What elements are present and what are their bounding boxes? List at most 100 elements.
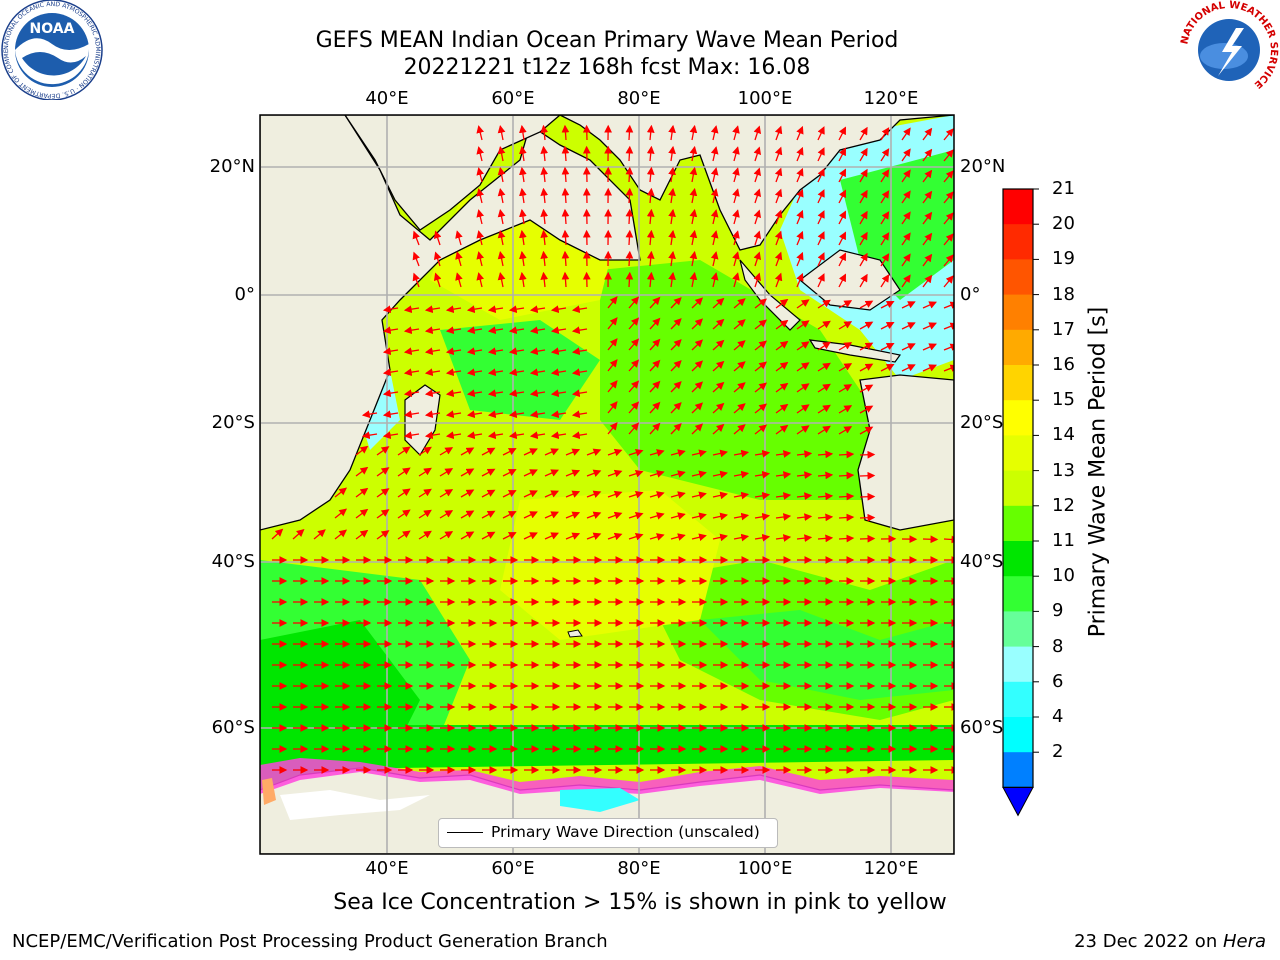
wave-direction-arrow [607, 317, 618, 330]
wave-direction-arrow [817, 299, 831, 309]
wave-direction-arrow [859, 384, 874, 393]
wave-direction-arrow [445, 347, 462, 356]
map-legend: Primary Wave Direction (unscaled) [438, 818, 778, 848]
colorbar-swatch [1003, 329, 1033, 366]
wave-direction-arrow [502, 511, 517, 519]
colorbar-tick-label: 10 [1052, 565, 1075, 587]
wave-direction-arrow [439, 447, 454, 456]
wave-direction-arrow [544, 469, 559, 477]
noaa-logo: NATIONAL OCEANIC AND ATMOSPHERIC ADMINIS… [0, 0, 103, 100]
wave-direction-arrow [901, 343, 916, 351]
wave-direction-arrow [649, 422, 661, 435]
wave-direction-arrow [418, 467, 432, 477]
wave-direction-arrow [796, 425, 810, 435]
wave-direction-arrow [481, 510, 496, 519]
wave-direction-arrow [540, 208, 549, 225]
wave-direction-arrow [838, 405, 853, 414]
bottom-lon-label-40e: 40°E [365, 858, 409, 879]
wave-direction-arrow [355, 466, 369, 477]
wave-direction-arrow [523, 490, 538, 498]
wave-direction-arrow [733, 340, 746, 351]
period-band-southern-ring [260, 725, 954, 770]
wave-direction-arrow [625, 145, 634, 162]
wave-direction-arrow [376, 530, 390, 540]
colorbar-tick-label: 11 [1052, 530, 1075, 551]
wave-direction-arrow [754, 403, 768, 414]
wave-direction-arrow [649, 401, 661, 414]
wave-direction-arrow [355, 487, 369, 498]
wave-direction-arrow [922, 322, 937, 330]
wave-direction-arrow [880, 253, 890, 267]
wave-direction-arrow [754, 491, 771, 500]
wave-direction-arrow [466, 347, 483, 356]
wave-direction-arrow [571, 305, 588, 314]
wave-direction-arrow [775, 534, 792, 542]
wave-direction-arrow [445, 431, 462, 440]
wave-direction-arrow [424, 410, 441, 419]
left-lat-label-20n: 20°N [209, 156, 255, 177]
wave-direction-arrow [628, 511, 644, 520]
wave-direction-arrow [796, 362, 810, 372]
wave-direction-arrow [649, 296, 661, 309]
top-lon-label-60e: 60°E [491, 88, 535, 109]
wave-direction-arrow [607, 532, 623, 541]
wave-direction-arrow [689, 187, 698, 204]
wave-direction-arrow [691, 449, 707, 458]
wave-direction-arrow [733, 382, 746, 393]
wave-direction-arrow [460, 531, 475, 540]
wave-direction-arrow [508, 305, 525, 314]
wave-direction-arrow [670, 423, 682, 435]
wave-direction-arrow [628, 490, 644, 499]
wave-direction-arrow [529, 389, 546, 398]
wave-direction-arrow [712, 297, 725, 309]
colorbar-tick-label: 9 [1052, 600, 1064, 622]
wave-direction-arrow [796, 146, 804, 162]
wave-direction-arrow [712, 381, 725, 393]
wave-direction-arrow [774, 209, 783, 225]
wave-direction-arrow [880, 148, 890, 162]
wave-direction-arrow [355, 529, 369, 540]
wave-direction-arrow [710, 167, 719, 183]
wave-direction-arrow [550, 347, 567, 356]
wave-direction-arrows [271, 124, 954, 774]
wave-direction-arrow [774, 230, 783, 246]
footer-branch: NCEP/EMC/Verification Post Processing Pr… [12, 931, 608, 952]
wave-direction-arrow [901, 211, 911, 225]
wave-direction-arrow [497, 272, 506, 288]
wave-direction-arrow [586, 532, 602, 540]
wave-direction-arrow [732, 167, 740, 183]
nws-logo: NATIONAL WEATHER SERVICE [1179, 0, 1279, 99]
wave-direction-arrow [668, 229, 676, 246]
footer-date: 23 Dec 2022 on Hera [1074, 931, 1266, 952]
wave-direction-arrow [519, 166, 527, 183]
wave-direction-arrow [859, 471, 876, 480]
wave-direction-arrow [838, 273, 846, 288]
wave-direction-arrow [943, 254, 954, 267]
wave-direction-arrow [355, 445, 369, 456]
wave-direction-arrow [625, 187, 634, 204]
wave-direction-arrow [424, 347, 441, 356]
colorbar-tick-label: 18 [1052, 283, 1075, 305]
wave-direction-arrow [838, 342, 853, 351]
wave-direction-arrow [838, 231, 846, 246]
wave-direction-arrow [445, 368, 462, 377]
wave-direction-arrow [571, 431, 588, 440]
wave-direction-arrow [361, 431, 378, 440]
wave-direction-arrow [487, 368, 504, 377]
wave-direction-arrow [487, 305, 504, 314]
wave-direction-arrow [628, 296, 640, 309]
wave-direction-arrow [880, 169, 890, 183]
wave-direction-arrow [901, 169, 911, 183]
wave-direction-arrow [817, 168, 825, 183]
ice-shelf-west [280, 790, 430, 820]
wave-direction-arrow [691, 381, 704, 393]
wave-direction-arrow [859, 231, 868, 246]
wave-direction-arrow [817, 534, 834, 543]
wave-direction-arrow [775, 471, 792, 479]
wave-direction-arrow [403, 389, 420, 398]
wave-direction-arrow [859, 273, 868, 288]
wave-direction-arrow [550, 431, 567, 440]
wave-direction-arrow [943, 535, 954, 544]
colorbar-swatch [1003, 365, 1033, 401]
wave-direction-arrow [859, 363, 874, 372]
